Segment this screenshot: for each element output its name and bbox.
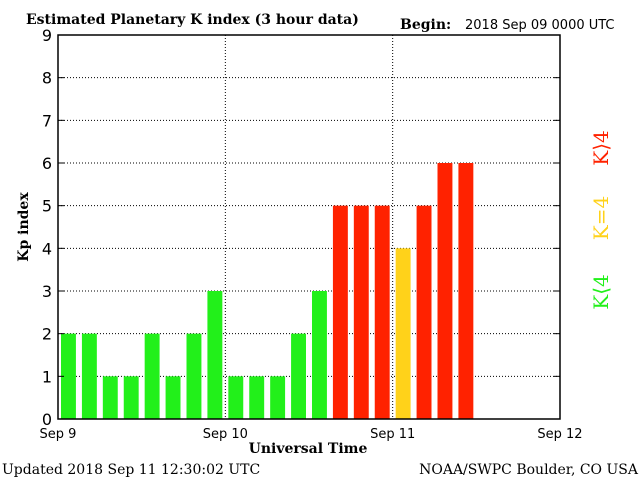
credit-text: NOAA/SWPC Boulder, CO USA — [419, 462, 639, 478]
updated-timestamp: Updated 2018 Sep 11 12:30:02 UTC — [2, 462, 260, 478]
y-tick-label: 6 — [42, 154, 52, 173]
y-tick-label: 0 — [42, 410, 52, 429]
legend-k-equal-4: K=4 — [589, 196, 613, 240]
kp-bar — [123, 376, 139, 419]
plot-area: 0 1 2 3 4 5 6 7 8 9 Sep 9 Sep 10 Sep 11 Sep 12 — [40, 26, 583, 442]
kp-bar — [249, 376, 265, 419]
kp-bar — [437, 163, 453, 419]
y-tick-label: 2 — [42, 325, 52, 344]
begin-value: 2018 Sep 09 0000 UTC — [465, 18, 615, 33]
kp-bar — [102, 376, 118, 419]
legend-k-less-4: K⟨4 — [589, 274, 613, 309]
y-tick-label: 4 — [42, 239, 52, 258]
chart-title: Estimated Planetary K index (3 hour data… — [26, 12, 359, 28]
y-axis-label: Kp index — [16, 192, 32, 262]
kp-bar — [144, 333, 160, 419]
x-tick-label: Sep 9 — [40, 427, 77, 442]
y-tick-label: 8 — [42, 69, 52, 88]
begin-label: Begin: — [400, 17, 451, 33]
bars — [61, 163, 474, 419]
kp-bar — [165, 376, 181, 419]
kp-bar — [291, 333, 306, 419]
y-axis-ticks: 0 1 2 3 4 5 6 7 8 9 — [42, 26, 560, 429]
kp-bar — [228, 376, 244, 419]
y-tick-label: 5 — [42, 197, 52, 216]
kp-bar — [353, 205, 369, 419]
kp-bar — [312, 291, 327, 419]
kp-bar — [458, 163, 474, 419]
x-tick-label: Sep 12 — [537, 427, 582, 442]
kp-bar — [416, 205, 432, 419]
legend-k-greater-4: K⟩4 — [589, 130, 613, 165]
x-axis-ticks: Sep 9 Sep 10 Sep 11 Sep 12 — [40, 427, 583, 442]
kp-bar — [374, 205, 390, 419]
kp-bar — [270, 376, 286, 419]
plot-frame — [57, 34, 561, 420]
y-tick-label: 9 — [42, 26, 52, 45]
y-tick-label: 7 — [42, 111, 52, 130]
y-tick-label: 1 — [42, 367, 52, 386]
kp-bar — [207, 291, 223, 419]
kp-bar — [332, 205, 348, 419]
y-tick-label: 3 — [42, 282, 52, 301]
x-tick-label: Sep 11 — [370, 427, 415, 442]
kp-bar — [186, 333, 202, 419]
grid-lines — [58, 35, 560, 419]
kp-bar — [81, 333, 97, 419]
x-axis-label: Universal Time — [249, 441, 368, 457]
kp-bar — [395, 248, 411, 419]
x-tick-label: Sep 10 — [203, 427, 248, 442]
kp-bar — [61, 333, 76, 419]
